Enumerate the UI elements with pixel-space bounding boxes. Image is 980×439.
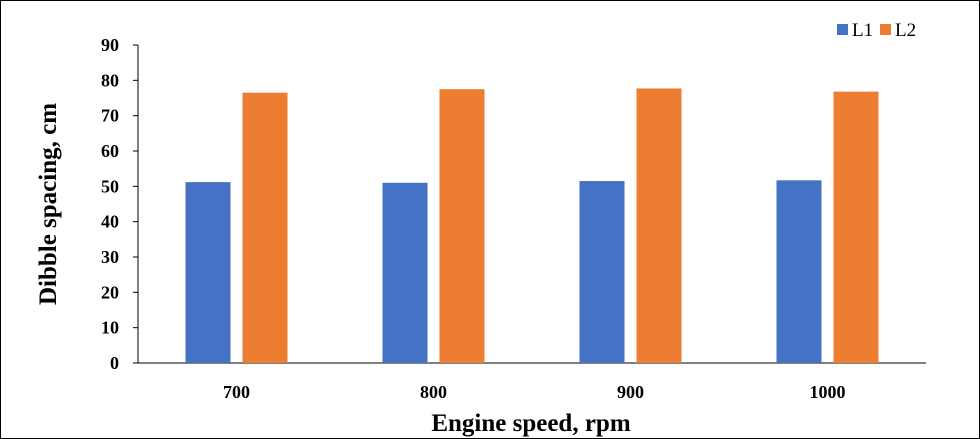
x-tick-labels: 700 800 900 1000: [223, 382, 846, 402]
y-tick-label: 60: [101, 141, 119, 161]
legend: L1 L2: [837, 20, 916, 41]
y-tick-label: 0: [110, 353, 119, 373]
bar-l2-1000: [833, 91, 879, 363]
bars: [185, 88, 879, 364]
bar-l2-900: [636, 88, 682, 364]
x-axis-title: Engine speed, rpm: [431, 410, 631, 437]
y-tick-label: 70: [101, 106, 119, 126]
bar-l1-1000: [776, 180, 822, 363]
legend-label-l1: L1: [852, 20, 873, 41]
bar-l1-800: [382, 182, 428, 363]
bar-l2-700: [242, 92, 288, 363]
bar-l2-800: [439, 89, 485, 364]
y-tick-label: 90: [101, 35, 119, 55]
legend-label-l2: L2: [895, 20, 916, 41]
y-tick-label: 40: [101, 212, 119, 232]
y-tick-label: 50: [101, 176, 119, 196]
legend-swatch-l1: [837, 24, 848, 35]
y-tick-label: 10: [101, 318, 119, 338]
bar-l1-700: [185, 182, 231, 363]
y-tick-label: 80: [101, 70, 119, 90]
y-tick-label: 30: [101, 247, 119, 267]
x-tick-label: 800: [420, 382, 447, 402]
y-tick-labels: 0 10 20 30 40 50 60 70 80 90: [101, 35, 138, 373]
x-tick-label: 900: [617, 382, 644, 402]
legend-swatch-l2: [880, 24, 891, 35]
x-tick-label: 700: [223, 382, 250, 402]
y-axis-title: Dibble spacing, cm: [35, 103, 62, 305]
bar-l1-900: [579, 181, 625, 363]
y-tick-label: 20: [101, 282, 119, 302]
x-tick-label: 1000: [810, 382, 846, 402]
